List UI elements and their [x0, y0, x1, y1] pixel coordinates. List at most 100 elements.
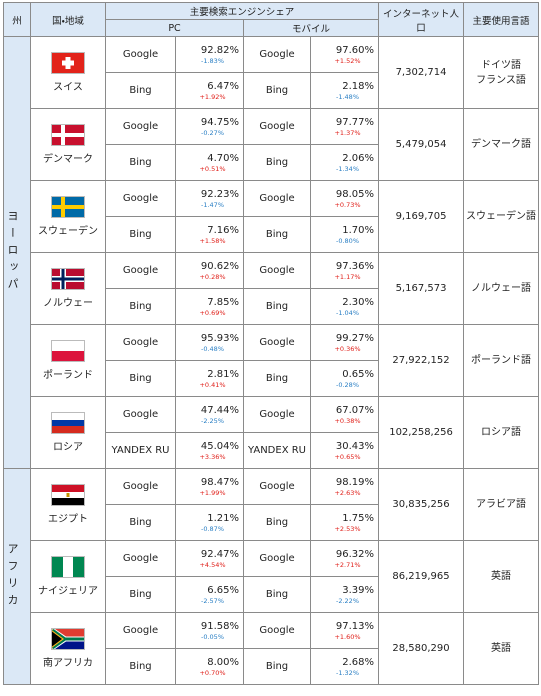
mobile-engine: Bing [243, 216, 311, 253]
country-row: ポーランド Google 95.93% -0.48% Google 99.27% +0.36… [4, 324, 540, 397]
language: ドイツ語 [481, 59, 522, 71]
internet-population: 5,167,573 [378, 252, 465, 325]
share-change: +0.65% [334, 452, 361, 461]
share-change: +0.69% [199, 308, 226, 317]
share-value: 67.07% [335, 404, 375, 416]
share-change: -2.57% [201, 596, 224, 605]
share-value: 2.68% [342, 656, 375, 668]
share-value: 2.06% [342, 152, 375, 164]
language-cell: ノルウェー語 [463, 252, 540, 325]
share-value: 90.62% [200, 260, 239, 272]
share-change: -0.80% [336, 236, 359, 245]
internet-population: 30,835,256 [378, 468, 465, 541]
pc-share: 90.62% +0.28% [175, 252, 244, 289]
pc-share: 45.04% +3.36% [175, 432, 244, 469]
country-row: ロシア Google 47.44% -2.25% Google 67.07% +0.38% 1… [4, 396, 540, 469]
region-cell: ヨーロッパ [3, 36, 31, 469]
language: ポーランド語 [471, 355, 532, 366]
pc-share: 92.82% -1.83% [175, 36, 244, 73]
mobile-share: 30.43% +0.65% [309, 432, 380, 469]
mobile-engine: Bing [243, 648, 311, 685]
country-cell: ポーランド [30, 324, 106, 397]
share-change: -1.47% [201, 200, 224, 209]
share-change: +4.54% [199, 560, 226, 569]
country-cell: ナイジェリア [30, 540, 106, 613]
mobile-share: 2.18% -1.48% [309, 72, 380, 109]
share-change: -1.48% [336, 92, 359, 101]
share-value: 7.85% [207, 296, 239, 308]
share-value: 92.23% [200, 188, 239, 200]
mobile-engine: Google [243, 612, 311, 649]
mobile-engine: Bing [243, 288, 311, 325]
mobile-share: 2.68% -1.32% [309, 648, 380, 685]
share-value: 6.65% [207, 584, 239, 596]
pc-share: 1.21% -0.87% [175, 504, 244, 541]
share-change: +0.70% [199, 668, 226, 677]
country-cell: ノルウェー [30, 252, 106, 325]
pc-share: 92.47% +4.54% [175, 540, 244, 577]
country-row: YANDEX RU 45.04% +3.36% YANDEX RU 30.43% +0.6… [4, 432, 539, 469]
pc-engine: Bing [105, 144, 176, 181]
country-cell: スウェーデン [30, 180, 106, 253]
mobile-engine: Bing [243, 576, 311, 613]
share-change: +1.52% [334, 56, 361, 65]
mobile-share: 3.39% -2.22% [309, 576, 380, 613]
share-change: +0.73% [334, 200, 361, 209]
share-change: +1.37% [334, 128, 361, 137]
country-row: ノルウェー Google 90.62% +0.28% Google 97.36% +1.17… [4, 252, 540, 325]
pc-share: 6.65% -2.57% [175, 576, 244, 613]
country-row: Bing 7.16% +1.58% Bing 1.70% -0.80% [4, 216, 539, 253]
flag [51, 52, 85, 74]
share-change: +2.63% [334, 488, 361, 497]
share-change: +0.51% [199, 164, 226, 173]
share-value: 4.70% [207, 152, 239, 164]
share-value: 99.27% [335, 332, 375, 344]
share-change: -0.05% [201, 632, 224, 641]
share-value: 47.44% [200, 404, 239, 416]
country-row: Bing 7.85% +0.69% Bing 2.30% -1.04% [4, 288, 539, 325]
pc-engine: Bing [105, 576, 176, 613]
mobile-engine: Google [243, 540, 311, 577]
mobile-engine: Google [243, 468, 311, 505]
share-value: 97.60% [335, 44, 375, 56]
region-name: アフリカ [6, 542, 19, 611]
pc-share: 8.00% +0.70% [175, 648, 244, 685]
country-name: 南アフリカ [43, 658, 93, 669]
country-name: スイス [53, 82, 83, 93]
share-value: 98.05% [335, 188, 375, 200]
country-header: 国・地域 [30, 2, 106, 37]
flag [51, 556, 85, 578]
pc-share: 98.47% +1.99% [175, 468, 244, 505]
flag [51, 340, 85, 362]
pc-engine: Google [105, 36, 176, 73]
pc-engine: Google [105, 540, 176, 577]
flag [51, 196, 85, 218]
pc-share: 47.44% -2.25% [175, 396, 244, 433]
country-name: ポーランド [43, 370, 93, 381]
country-cell: スイス [30, 36, 106, 109]
pc-engine: YANDEX RU [105, 432, 176, 469]
share-change: -2.25% [201, 416, 224, 425]
mobile-share: 2.06% -1.34% [309, 144, 380, 181]
share-change: +0.28% [199, 272, 226, 281]
country-row: Bing 1.21% -0.87% Bing 1.75% +2.53% [4, 504, 539, 541]
internet-population: 28,580,290 [378, 612, 465, 685]
share-value: 92.82% [200, 44, 239, 56]
table-body: ヨーロッパ スイス Google 92.82% -1.83% Google 97.60% +1… [3, 36, 540, 685]
pc-engine: Google [105, 396, 176, 433]
internet-population: 27,922,152 [378, 324, 465, 397]
country-name: ナイジェリア [38, 586, 98, 597]
language-cell: アラビア語 [463, 468, 540, 541]
pc-share: 6.47% +1.92% [175, 72, 244, 109]
share-value: 97.77% [335, 116, 375, 128]
country-row: Bing 2.81% +0.41% Bing 0.65% -0.28% [4, 360, 539, 397]
country-name: ロシア [53, 442, 83, 453]
search-share-table: 州 国・地域 主要検索エンジンシェア インターネット人口 主要使用言語 PC モ… [3, 2, 540, 685]
share-value: 95.93% [200, 332, 239, 344]
share-value: 6.47% [207, 80, 239, 92]
share-change: -1.32% [336, 668, 359, 677]
region-cell: アフリカ [3, 468, 31, 685]
flag [51, 268, 85, 290]
share-value: 1.70% [342, 224, 375, 236]
mobile-share: 0.65% -0.28% [309, 360, 380, 397]
